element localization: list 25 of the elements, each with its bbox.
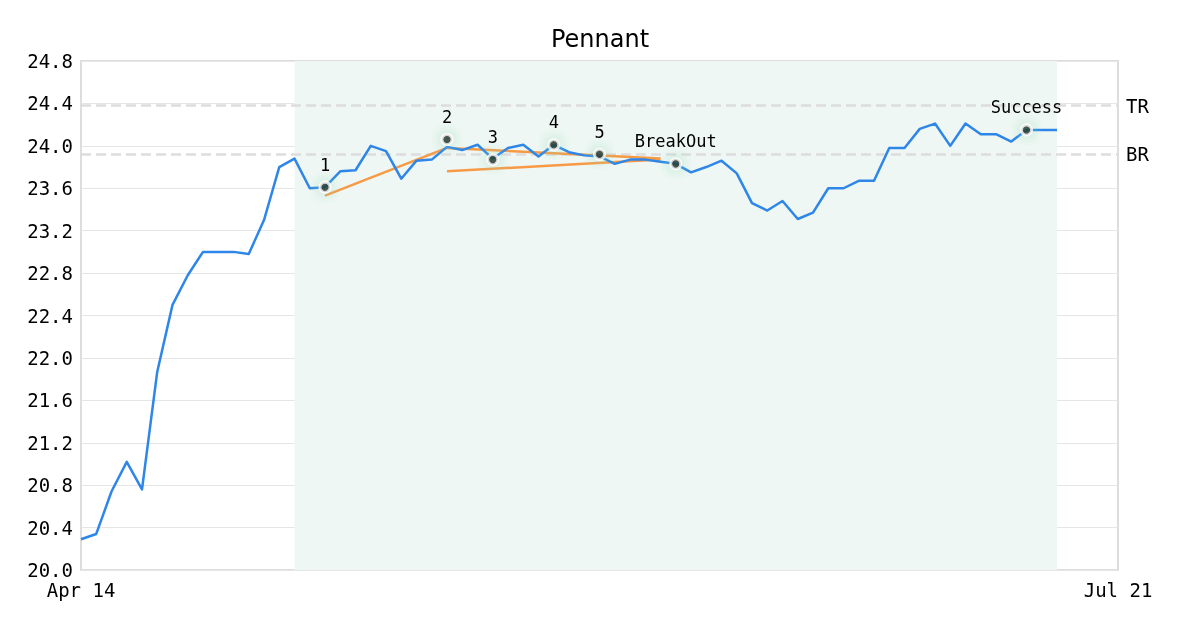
y-tick-label: 22.0 [27,346,73,369]
y-tick-label: 24.4 [27,92,73,115]
y-tick-label: 22.8 [27,262,73,285]
annotation: 2 [441,106,453,127]
y-tick-label: 24.8 [27,50,73,72]
chart-title: Pennant [550,25,650,53]
y-tick-label: 23.6 [27,177,73,200]
y-tick-label: 21.6 [27,389,73,412]
y-tick-label: 24.0 [27,134,73,157]
y-tick-label: 20.8 [27,474,73,497]
y-tick-label: 20.4 [27,516,73,539]
y-tick-label: 22.4 [27,304,73,327]
ref-line-label: TR [1126,94,1150,117]
annotation: 4 [548,112,559,133]
annotation: Success [990,97,1063,118]
y-tick-label: 21.2 [27,431,73,454]
x-tick-label: Jul 21 [1083,578,1153,601]
y-tick-label: 20.0 [27,559,73,581]
x-tick-label: Apr 14 [46,578,116,601]
ref-line-label: BR [1126,143,1150,166]
y-tick-label: 23.2 [27,219,73,242]
annotation: BreakOut [634,131,717,152]
annotation: 1 [319,154,331,175]
annotation: 5 [594,121,605,142]
annotation: 3 [487,127,498,148]
